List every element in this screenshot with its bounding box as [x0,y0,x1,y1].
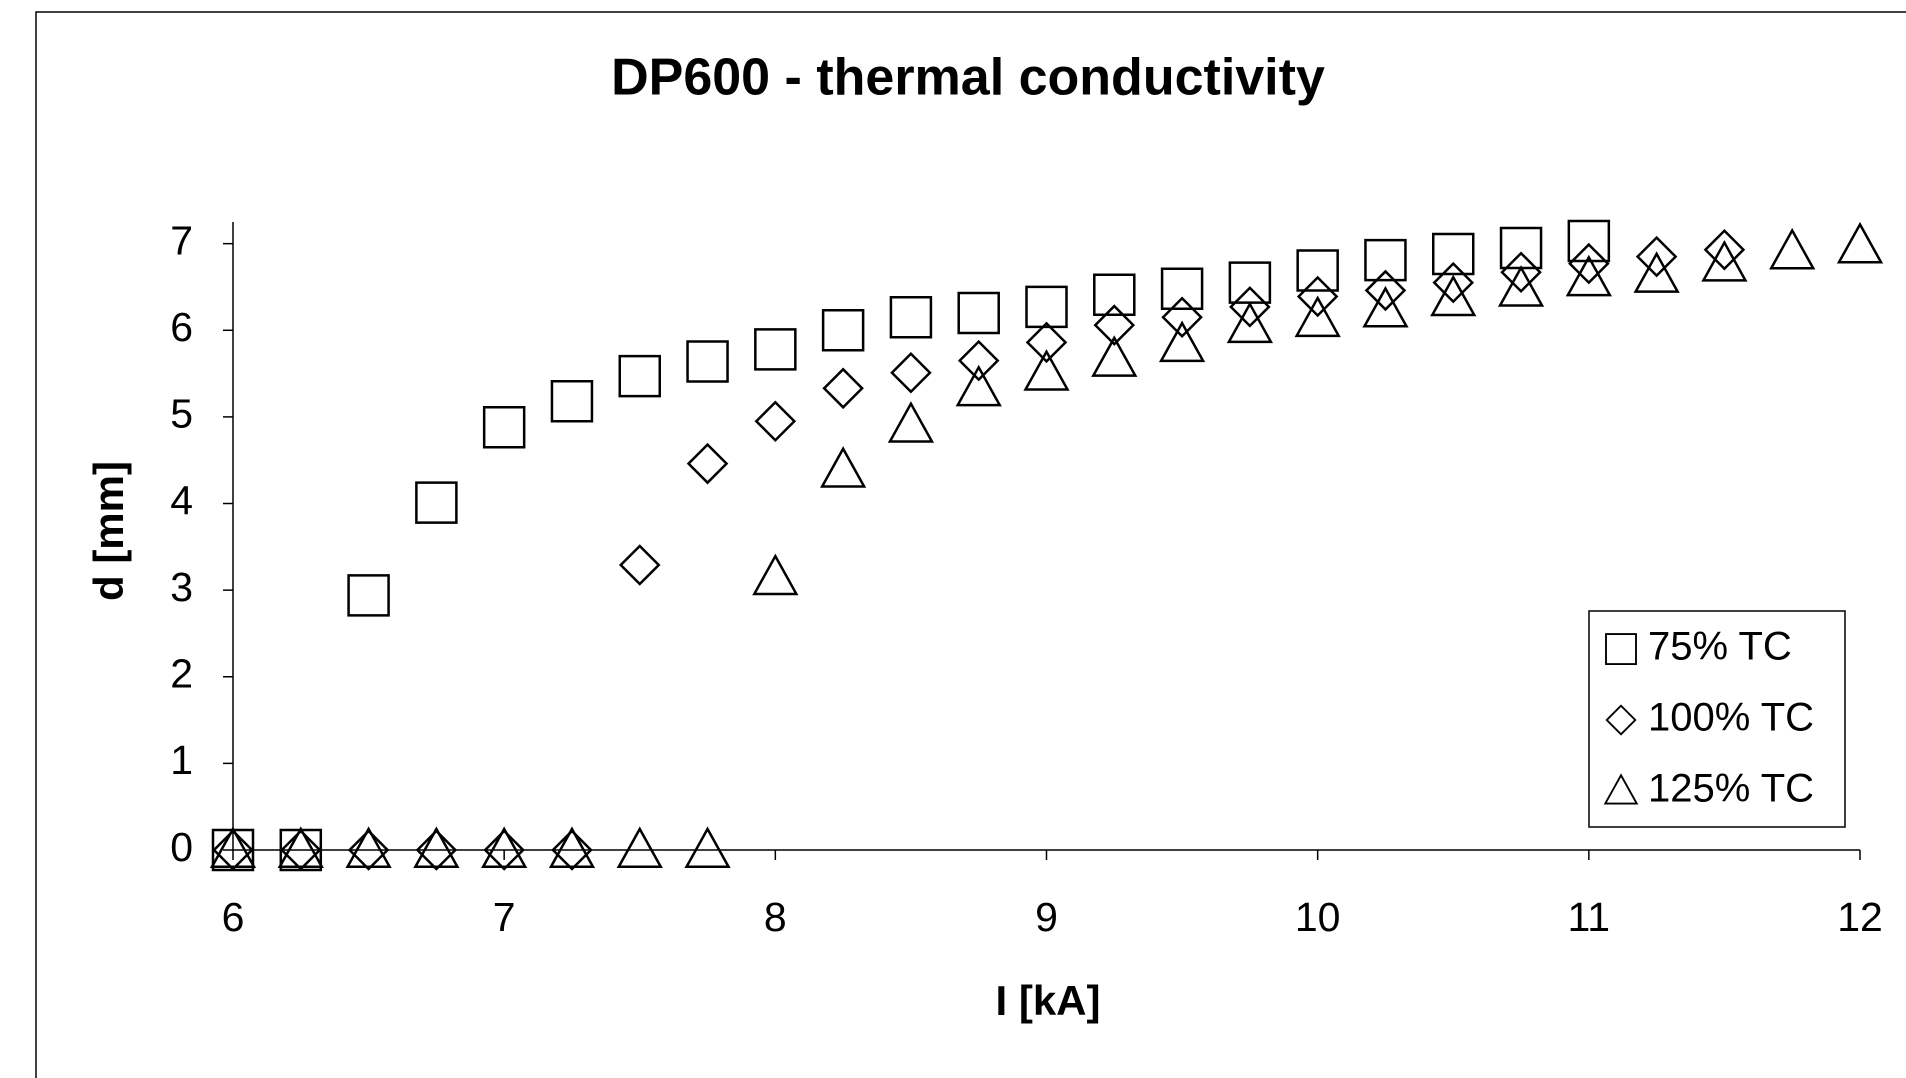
point [887,401,935,443]
point [1296,275,1339,318]
point [481,826,528,869]
point [1362,285,1409,328]
legend-box [1588,610,1846,828]
point [1635,235,1678,278]
chart-frame [35,11,1906,1078]
point [209,826,257,869]
point [955,364,1002,407]
point [482,406,526,449]
point [551,829,593,871]
x-tick-label: 9 [1035,894,1058,940]
x-axis-title: I [kA] [996,977,1101,1024]
point [1499,226,1543,270]
point [280,829,322,871]
point [1093,304,1136,346]
legend-marker [1605,633,1637,665]
point [211,828,255,872]
point [345,826,392,869]
point [1432,261,1475,304]
point [618,354,661,398]
point [1701,240,1748,282]
point [1364,238,1407,282]
y-tick-label: 4 [170,477,193,523]
x-tick-label: 7 [493,894,516,940]
x-tick-label: 11 [1568,894,1611,940]
y-tick-label: 3 [170,564,193,610]
point [820,446,867,488]
point [957,339,1000,382]
x-tick-label: 10 [1295,894,1341,940]
point [1633,251,1680,293]
point [752,553,799,596]
point [890,351,932,394]
point [1229,286,1271,328]
y-tick-label: 5 [170,391,193,437]
point [1160,267,1204,310]
x-tick-label: 8 [764,894,787,940]
y-tick-label: 2 [170,651,193,697]
y-tick-label: 1 [170,737,193,783]
point [1025,285,1068,329]
y-tick-label: 7 [170,217,193,263]
legend-marker [1603,773,1639,805]
point [957,291,1000,335]
point [1769,227,1816,270]
point [1296,249,1339,292]
point [618,544,661,586]
point [1364,269,1407,312]
point [1500,251,1542,294]
point [413,826,460,869]
point [279,828,323,872]
point [548,826,596,869]
legend-label: 125% TC [1648,767,1814,811]
point [1023,349,1070,391]
x-tick-label: 6 [222,894,245,940]
point [1836,221,1884,264]
point [277,826,324,869]
point [415,829,458,871]
point [1226,301,1274,344]
point [754,328,797,371]
point [1091,335,1138,377]
point [684,826,731,869]
point [483,829,525,871]
point [1497,265,1545,307]
point [1228,261,1272,304]
point [1294,295,1341,338]
x-tick-label: 12 [1837,894,1883,940]
point [1161,296,1203,339]
point [1432,232,1475,276]
y-axis-title: d [mm] [85,461,132,601]
chart-title: DP600 - thermal conductivity [611,49,1325,107]
y-tick-label: 0 [170,824,193,870]
point [1025,321,1068,364]
point [1567,219,1611,263]
point [1158,320,1206,363]
point [347,829,390,871]
point [1568,242,1610,285]
point [1093,273,1136,317]
point [1703,228,1746,271]
legend-label: 100% TC [1648,696,1814,740]
point [686,340,729,383]
point [212,829,254,871]
point [889,296,933,339]
point [616,826,663,869]
legend-label: 75% TC [1648,625,1792,669]
point [821,309,865,352]
point [822,367,864,410]
y-tick-label: 6 [170,304,193,350]
point [1430,274,1477,317]
point [415,481,458,524]
point [754,400,797,442]
point [347,574,390,617]
point [550,380,594,423]
point [1565,254,1612,297]
legend-marker [1605,704,1637,736]
point [686,442,729,485]
